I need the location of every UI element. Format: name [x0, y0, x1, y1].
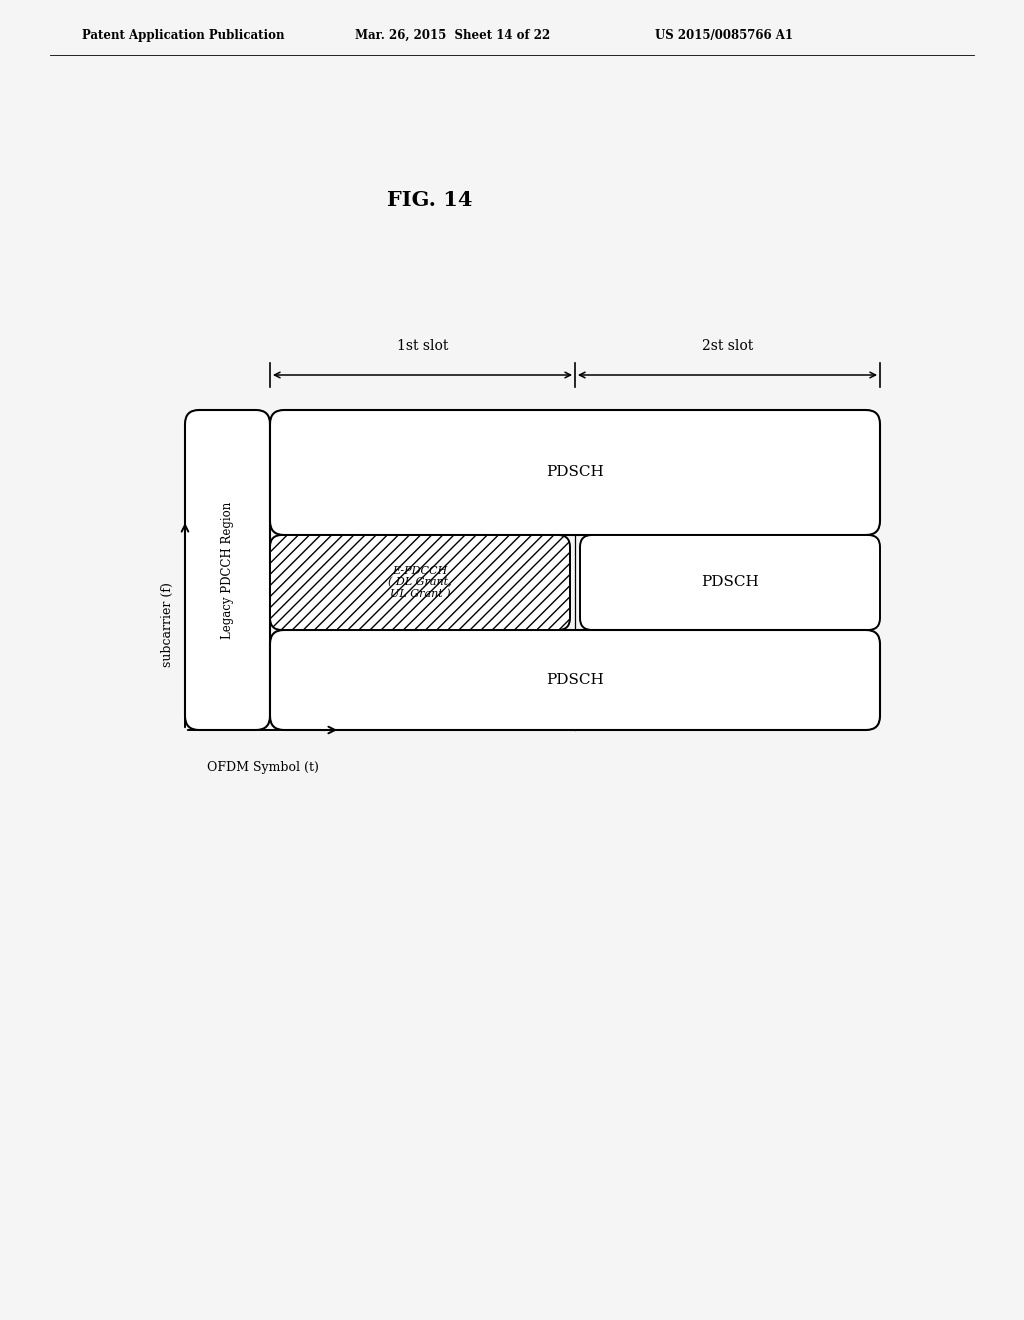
Text: Patent Application Publication: Patent Application Publication [82, 29, 285, 41]
FancyBboxPatch shape [270, 535, 570, 630]
Text: PDSCH: PDSCH [546, 466, 604, 479]
FancyBboxPatch shape [580, 535, 880, 630]
FancyBboxPatch shape [185, 411, 270, 730]
Text: E-PDCCH
( DL Grant,
UL Grant ): E-PDCCH ( DL Grant, UL Grant ) [388, 565, 452, 599]
Text: subcarrier (f): subcarrier (f) [161, 582, 173, 668]
Text: FIG. 14: FIG. 14 [387, 190, 473, 210]
Text: US 2015/0085766 A1: US 2015/0085766 A1 [655, 29, 793, 41]
Text: PDSCH: PDSCH [546, 673, 604, 686]
Text: Legacy PDCCH Region: Legacy PDCCH Region [221, 502, 234, 639]
FancyBboxPatch shape [270, 630, 880, 730]
Text: 1st slot: 1st slot [397, 339, 449, 352]
Text: Mar. 26, 2015  Sheet 14 of 22: Mar. 26, 2015 Sheet 14 of 22 [355, 29, 550, 41]
Text: OFDM Symbol (t): OFDM Symbol (t) [207, 762, 318, 775]
Text: PDSCH: PDSCH [701, 576, 759, 590]
FancyBboxPatch shape [270, 411, 880, 535]
Text: 2st slot: 2st slot [701, 339, 753, 352]
